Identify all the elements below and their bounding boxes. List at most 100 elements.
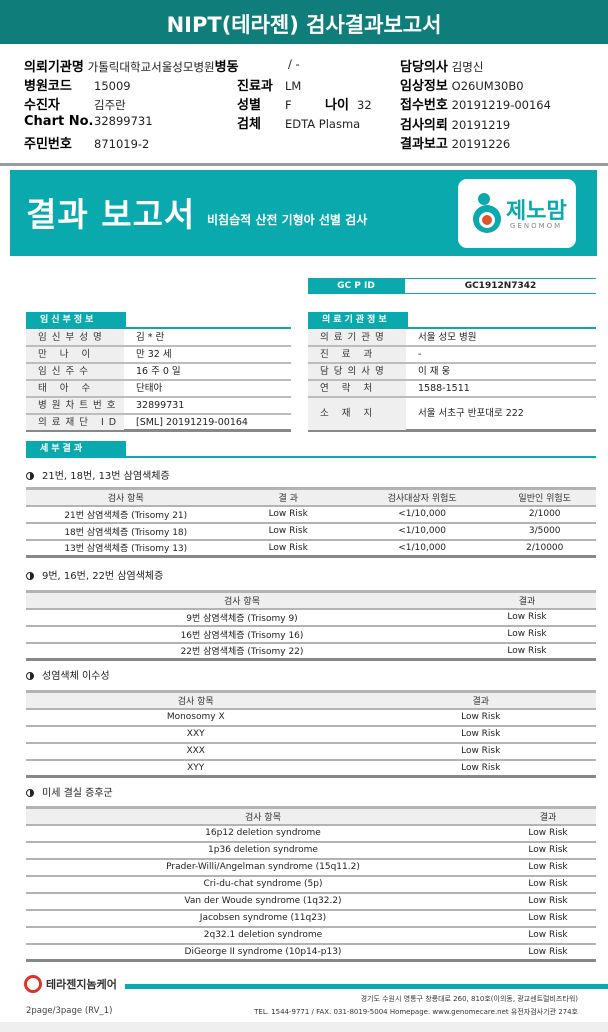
company-logo: 테라젠지놈케어 bbox=[24, 975, 117, 993]
half-circle-bullet-icon bbox=[26, 472, 34, 480]
gc-pid-value: GC1912N7342 bbox=[405, 279, 596, 293]
info-key: 임신주수 bbox=[26, 364, 124, 379]
page-bottom bbox=[0, 1022, 608, 1032]
tab-detail-results: 세부결과 bbox=[26, 441, 126, 457]
table-header-row: 검사 항목 결과 bbox=[26, 591, 596, 610]
result-table: 검사 항목 결과 Monosomy X Low Risk XXY Low Risk XXX L… bbox=[26, 690, 596, 778]
doctor-label: 담당의사 bbox=[400, 60, 448, 75]
result-cell: Low Risk bbox=[499, 875, 596, 894]
gc-pid-label: GC P ID bbox=[337, 281, 375, 291]
table-row: 16p12 deletion syndrome Low Risk bbox=[26, 824, 596, 843]
result-cell: Low Risk bbox=[457, 625, 596, 644]
test-item: DiGeorge II syndrome (10p14-p13) bbox=[26, 943, 500, 962]
info-row: 진 료 과- bbox=[308, 347, 596, 364]
department-label: 진료과 bbox=[237, 79, 273, 94]
info-key: 의료재단 ID bbox=[26, 415, 124, 430]
sex-value: F bbox=[285, 98, 292, 112]
test-item: Prader-Willi/Angelman syndrome (15q11.2) bbox=[26, 858, 500, 877]
section-title: 21번, 18번, 13번 삼염색체증 bbox=[42, 471, 170, 482]
tab-institution-info: 의료기관정보 bbox=[308, 312, 408, 328]
specimen-label: 검체 bbox=[237, 117, 261, 132]
info-key: 소 재 지 bbox=[308, 398, 406, 430]
column-header: 검사 항목 bbox=[26, 807, 500, 826]
table-row: 9번 삼염색체증 (Trisomy 9) Low Risk bbox=[26, 608, 596, 627]
half-circle-bullet-icon bbox=[26, 789, 34, 797]
table-row: Monosomy X Low Risk bbox=[26, 708, 596, 727]
info-value: 서울 성모 병원 bbox=[418, 332, 477, 343]
ward-value: / - bbox=[288, 57, 300, 71]
info-row: 담당의사명 이 재 웅 bbox=[308, 364, 596, 381]
clinical-label: 임상정보 bbox=[400, 79, 448, 94]
table-header-row: 검사 항목 결 과 검사대상자 위험도 일반인 위험도 bbox=[26, 488, 596, 507]
footer-contact: TEL. 1544-9771 / FAX. 031-8019-5004 Home… bbox=[254, 1008, 578, 1016]
result-cell: Low Risk bbox=[499, 909, 596, 928]
info-key: 담당의사명 bbox=[308, 364, 406, 379]
department-value: LM bbox=[285, 79, 302, 93]
table-header-row: 검사 항목 결과 bbox=[26, 807, 596, 826]
table-row: 2q32.1 deletion syndrome Low Risk bbox=[26, 926, 596, 945]
column-header: 결과 bbox=[457, 591, 596, 610]
divider bbox=[0, 163, 608, 166]
result-cell: <1/10,000 bbox=[350, 505, 494, 524]
table-row: Van der Woude syndrome (1q32.2) Low Risk bbox=[26, 892, 596, 911]
info-key: 만 나 이 bbox=[26, 347, 124, 362]
info-value: 김 * 란 bbox=[136, 332, 165, 343]
institution-value: 가톨릭대학교서울성모병원 bbox=[87, 60, 215, 74]
info-value: 1588-1511 bbox=[418, 383, 470, 394]
info-value: 이 재 웅 bbox=[418, 366, 451, 377]
section-heading: 9번, 16번, 22번 삼염색체증 bbox=[26, 567, 163, 582]
column-header: 결과 bbox=[365, 691, 596, 710]
table-row: Prader-Willi/Angelman syndrome (15q11.2)… bbox=[26, 858, 596, 877]
clinical-value: O26UM30B0 bbox=[451, 79, 524, 93]
result-cell: Low Risk bbox=[457, 642, 596, 661]
table-row: 21번 삼염색체증 (Trisomy 21) Low Risk <1/10,000 2… bbox=[26, 505, 596, 524]
test-item: XYY bbox=[26, 759, 366, 778]
info-row: 임신주수 16 주 0 일 bbox=[26, 364, 291, 381]
column-header: 결과 bbox=[499, 807, 596, 826]
test-item: XXY bbox=[26, 725, 366, 744]
report-value: 20191226 bbox=[451, 137, 511, 151]
section-heading: 성염색체 이수성 bbox=[26, 667, 110, 682]
page-number: 2page/3page (RV_1) bbox=[26, 1006, 113, 1016]
footer-address: 경기도 수원시 영통구 창룡대로 260, 810호(이의동, 광교센트럴비즈타… bbox=[360, 995, 578, 1003]
chart-value: 32899731 bbox=[94, 114, 153, 128]
test-item: Monosomy X bbox=[26, 708, 366, 727]
sex-label: 성별 bbox=[237, 98, 261, 113]
info-row: 만 나 이 만 32 세 bbox=[26, 347, 291, 364]
info-value: 단태아 bbox=[136, 383, 163, 394]
table-row: XXY Low Risk bbox=[26, 725, 596, 744]
hospital-code-label: 병원코드 bbox=[24, 79, 72, 94]
result-cell: Low Risk bbox=[457, 608, 596, 627]
ward-label: 병동 bbox=[214, 60, 239, 75]
result-cell: Low Risk bbox=[225, 539, 351, 558]
result-cell: Low Risk bbox=[365, 725, 596, 744]
table-row: 13번 삼염색체증 (Trisomy 13) Low Risk <1/10,000 2… bbox=[26, 539, 596, 558]
result-cell: <1/10,000 bbox=[350, 539, 494, 558]
result-table: 검사 항목 결과 16p12 deletion syndrome Low Risk 1p… bbox=[26, 806, 596, 962]
result-cell: 2/10000 bbox=[493, 539, 596, 558]
footer-line bbox=[125, 984, 608, 989]
request-value: 20191219 bbox=[451, 118, 511, 132]
info-key: 연 락 처 bbox=[308, 381, 406, 396]
result-cell: Low Risk bbox=[365, 759, 596, 778]
section-title: 성염색체 이수성 bbox=[42, 671, 110, 682]
test-item: Cri-du-chat syndrome (5p) bbox=[26, 875, 500, 894]
info-row: 의료재단 ID [SML] 20191219-00164 bbox=[26, 415, 291, 432]
info-value: [SML] 20191219-00164 bbox=[136, 417, 248, 428]
info-key: 진 료 과 bbox=[308, 347, 406, 362]
result-cell: Low Risk bbox=[499, 841, 596, 860]
section-heading: 21번, 18번, 13번 삼염색체증 bbox=[26, 467, 170, 482]
result-cell: Low Risk bbox=[499, 858, 596, 877]
test-item: Jacobsen syndrome (11q23) bbox=[26, 909, 500, 928]
patient-value: 김주란 bbox=[94, 98, 126, 112]
logo-subtext: GENOMOM bbox=[510, 222, 563, 230]
info-key: 태 아 수 bbox=[26, 381, 124, 396]
specimen-value: EDTA Plasma bbox=[285, 117, 361, 131]
info-value: 서울 서초구 반포대로 222 bbox=[418, 408, 524, 419]
doctor-value: 김명신 bbox=[451, 60, 484, 74]
table-row: 1p36 deletion syndrome Low Risk bbox=[26, 841, 596, 860]
report-title: NIPT(테라젠) 검사결과보고서 bbox=[0, 0, 608, 46]
result-table: 검사 항목 결 과 검사대상자 위험도 일반인 위험도 21번 삼염색체증 (Triso… bbox=[26, 487, 596, 558]
info-key: 임신부성명 bbox=[26, 330, 124, 345]
report-label: 결과보고 bbox=[400, 137, 448, 152]
